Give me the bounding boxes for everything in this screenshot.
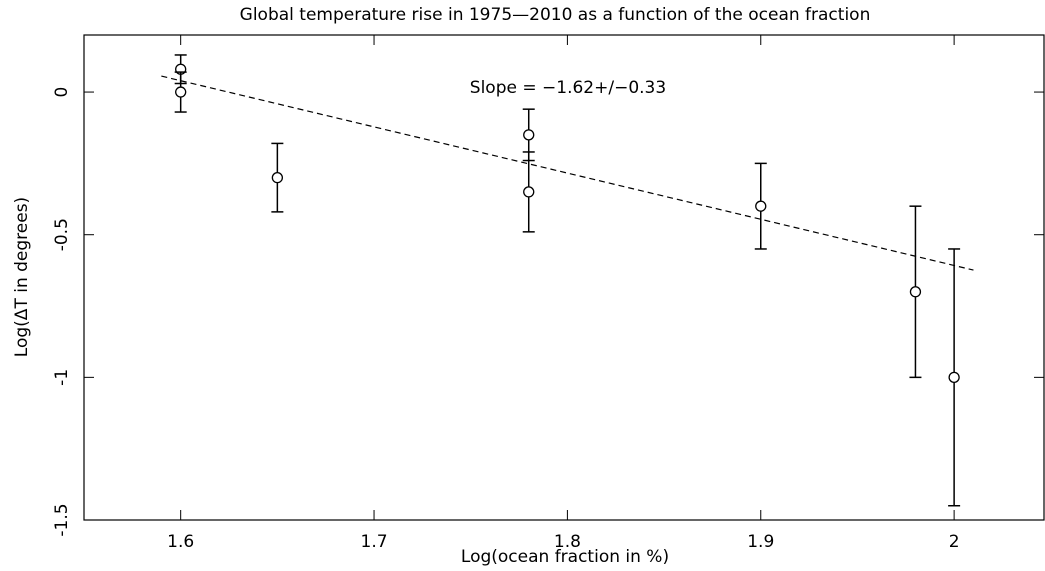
point [909, 286, 922, 298]
point [755, 200, 767, 212]
x-tick-label: 2 [949, 532, 960, 552]
y-axis-label: Log(ΔT in degrees) [12, 197, 32, 357]
plot-frame [83, 34, 1045, 521]
x-tick-label: 1.7 [361, 532, 388, 552]
y-tick-label: -1.5 [52, 503, 72, 536]
x-tick-label: 1.6 [167, 532, 194, 552]
point [948, 371, 960, 384]
annotation: Slope = −1.62+/−0.33 [470, 78, 666, 98]
y-tick-label: -1 [52, 369, 72, 386]
point [175, 86, 187, 98]
x-tick-label: 1.9 [747, 532, 774, 552]
x-axis-label: Log(ocean fraction in %) [461, 547, 669, 567]
y-tick-label: 0 [52, 87, 72, 98]
point [523, 129, 535, 141]
x-tick-label: 1.8 [554, 532, 581, 552]
y-tick-label: -0.5 [52, 218, 72, 251]
chart-title: Global temperature rise in 1975—2010 as … [240, 5, 871, 25]
point [271, 171, 284, 184]
point [523, 186, 535, 198]
fit-line [161, 75, 974, 271]
